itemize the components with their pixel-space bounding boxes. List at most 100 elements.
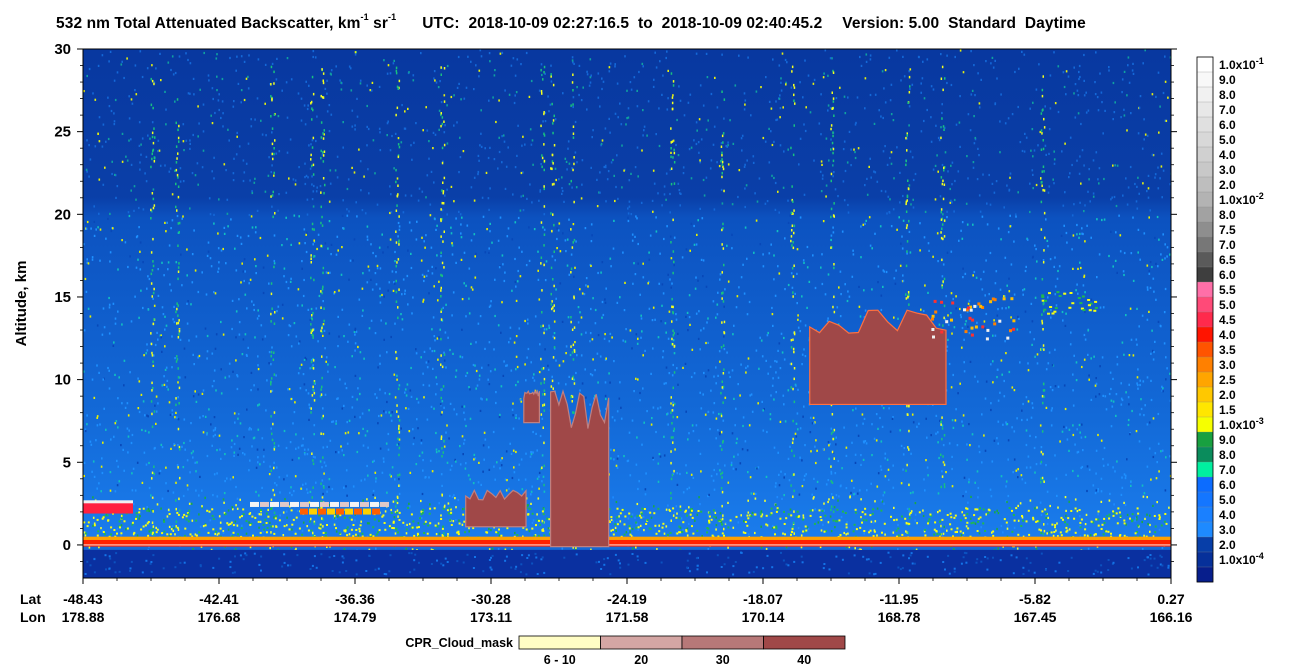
cpr-clouds bbox=[465, 309, 947, 548]
colorbar-label: 2.5 bbox=[1219, 373, 1236, 387]
colorbar: 1.0x10-19.08.07.06.05.04.03.02.01.0x10-2… bbox=[1196, 56, 1264, 583]
lat-tick-label: -30.28 bbox=[471, 591, 511, 607]
lon-tick-label: 173.11 bbox=[470, 609, 512, 625]
colorbar-label: 6.0 bbox=[1219, 118, 1236, 132]
colorbar-cell bbox=[1196, 506, 1214, 523]
lat-tick-label: -18.07 bbox=[743, 591, 783, 607]
y-tick-label: 20 bbox=[54, 206, 71, 223]
colorbar-label: 2.0 bbox=[1219, 388, 1236, 402]
colorbar-cell bbox=[1196, 491, 1214, 508]
colorbar-label: 1.0x10-1 bbox=[1219, 56, 1264, 72]
colorbar-cell bbox=[1196, 551, 1214, 568]
y-tick-label: 0 bbox=[63, 537, 71, 554]
colorbar-cell bbox=[1196, 341, 1214, 358]
title-superscript-km: -1 bbox=[360, 12, 369, 22]
plot-area bbox=[83, 49, 1171, 578]
cpr-legend-label: 6 - 10 bbox=[544, 653, 576, 667]
cpr-legend-label: 40 bbox=[797, 653, 811, 667]
cpr-cloud-0 bbox=[550, 391, 609, 547]
colorbar-cell bbox=[1196, 176, 1214, 193]
colorbar-label: 7.5 bbox=[1219, 223, 1236, 237]
colorbar-cell bbox=[1196, 116, 1214, 133]
y-tick-label: 10 bbox=[54, 372, 71, 389]
colorbar-cell bbox=[1196, 131, 1214, 148]
mode-label: Daytime bbox=[1024, 15, 1086, 33]
product-label: Standard bbox=[948, 15, 1017, 33]
cpr-legend-title: CPR_Cloud_mask bbox=[405, 636, 513, 650]
colorbar-label: 6.0 bbox=[1219, 268, 1236, 282]
cpr-cloud-2 bbox=[809, 310, 947, 405]
y-tick-label: 5 bbox=[63, 454, 71, 471]
boundary-layer bbox=[83, 500, 1169, 546]
colorbar-label: 6.5 bbox=[1219, 253, 1236, 267]
utc-to: to bbox=[637, 15, 653, 33]
utc-label: UTC: bbox=[422, 15, 460, 33]
colorbar-label: 4.0 bbox=[1219, 508, 1236, 522]
colorbar-cell bbox=[1196, 416, 1214, 433]
colorbar-cell bbox=[1196, 401, 1214, 418]
colorbar-cell bbox=[1196, 86, 1214, 103]
colorbar-cell bbox=[1196, 56, 1214, 73]
colorbar-cell bbox=[1196, 566, 1214, 583]
colorbar-cell bbox=[1196, 146, 1214, 163]
colorbar-label: 3.0 bbox=[1219, 163, 1236, 177]
colorbar-cell bbox=[1196, 446, 1214, 463]
colorbar-label: 5.0 bbox=[1219, 493, 1236, 507]
colorbar-cell bbox=[1196, 296, 1214, 313]
plot-background bbox=[83, 49, 1171, 578]
colorbar-label: 3.0 bbox=[1219, 358, 1236, 372]
lon-tick-label: 176.68 bbox=[198, 609, 241, 625]
lon-tick-label: 178.88 bbox=[62, 609, 105, 625]
colorbar-cell bbox=[1196, 266, 1214, 283]
utc-end: 2018-10-09 02:40:45.2 bbox=[661, 15, 823, 33]
colorbar-label: 1.0x10-3 bbox=[1219, 416, 1264, 432]
lon-tick-label: 167.45 bbox=[1014, 609, 1057, 625]
colorbar-cell bbox=[1196, 326, 1214, 343]
title-superscript-sr: -1 bbox=[388, 12, 397, 22]
cpr-legend-swatch bbox=[600, 635, 683, 650]
y-axis-label: Altitude, km bbox=[13, 261, 30, 347]
cirrus-edges bbox=[931, 291, 1098, 341]
lat-tick-label: -42.41 bbox=[199, 591, 239, 607]
lat-tick-label: -36.36 bbox=[335, 591, 375, 607]
colorbar-cell bbox=[1196, 71, 1214, 88]
colorbar-label: 1.5 bbox=[1219, 403, 1236, 417]
colorbar-cell bbox=[1196, 431, 1214, 448]
colorbar-label: 8.0 bbox=[1219, 88, 1236, 102]
lat-tick-label: -5.82 bbox=[1019, 591, 1051, 607]
cpr-legend-swatch bbox=[518, 635, 601, 650]
colorbar-label: 1.0x10-2 bbox=[1219, 191, 1264, 207]
lat-axis-label: Lat bbox=[20, 591, 41, 607]
colorbar-label: 8.0 bbox=[1219, 208, 1236, 222]
cpr-legend-label: 30 bbox=[716, 653, 730, 667]
cpr-cloud-1 bbox=[465, 490, 527, 527]
cpr-cloud-3 bbox=[523, 391, 540, 423]
colorbar-cell bbox=[1196, 221, 1214, 238]
colorbar-cell bbox=[1196, 536, 1214, 553]
chart-title: 532 nm Total Attenuated Backscatter, km-… bbox=[56, 12, 1296, 33]
lat-tick-label: -24.19 bbox=[607, 591, 647, 607]
utc-start: 2018-10-09 02:27:16.5 bbox=[468, 15, 630, 33]
y-tick-label: 30 bbox=[54, 41, 71, 58]
lon-tick-label: 170.14 bbox=[742, 609, 785, 625]
colorbar-label: 5.5 bbox=[1219, 283, 1236, 297]
colorbar-label: 8.0 bbox=[1219, 448, 1236, 462]
colorbar-label: 1.0x10-4 bbox=[1219, 551, 1264, 567]
colorbar-label: 5.0 bbox=[1219, 298, 1236, 312]
colorbar-cell bbox=[1196, 206, 1214, 223]
colorbar-label: 9.0 bbox=[1219, 73, 1236, 87]
cpr-legend-label: 20 bbox=[634, 653, 648, 667]
colorbar-label: 2.0 bbox=[1219, 538, 1236, 552]
y-tick-label: 15 bbox=[54, 289, 71, 306]
colorbar-cell bbox=[1196, 101, 1214, 118]
lon-tick-label: 168.78 bbox=[878, 609, 921, 625]
axes: 0 5 10 15 20 25 30 Altitude, km Lat Lon -48.43 178.… bbox=[13, 41, 1193, 625]
lat-tick-label: -11.95 bbox=[880, 591, 919, 607]
colorbar-cell bbox=[1196, 236, 1214, 253]
lat-tick-label: -48.43 bbox=[63, 591, 103, 607]
subsurface bbox=[83, 549, 1171, 578]
colorbar-cell bbox=[1196, 311, 1214, 328]
colorbar-cell bbox=[1196, 281, 1214, 298]
colorbar-label: 3.0 bbox=[1219, 523, 1236, 537]
